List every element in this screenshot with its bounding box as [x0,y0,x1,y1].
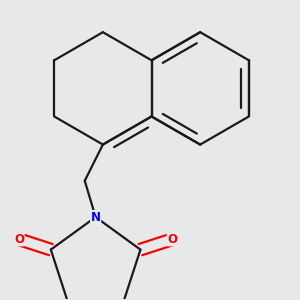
Text: O: O [14,233,24,246]
Text: O: O [167,233,177,246]
Text: N: N [91,211,100,224]
